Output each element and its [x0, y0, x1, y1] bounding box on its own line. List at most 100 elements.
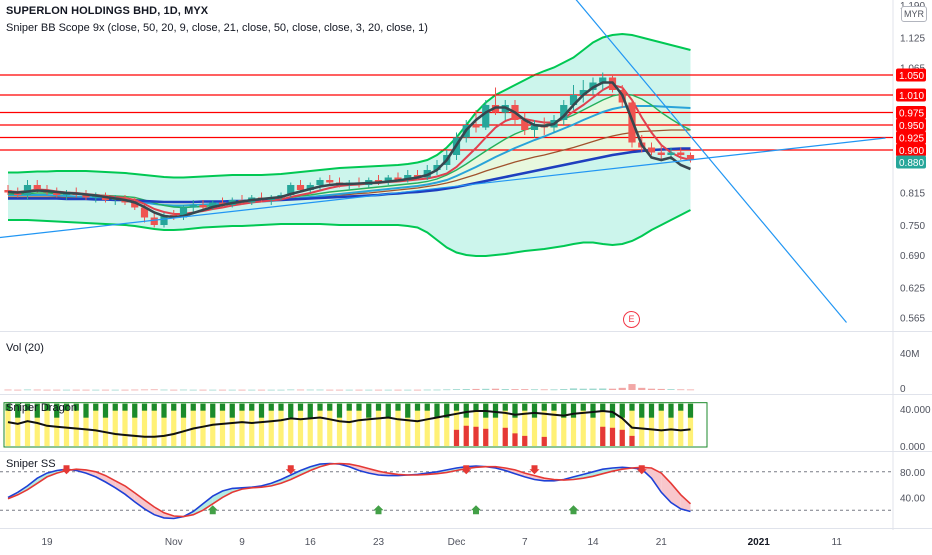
volume-bar — [121, 389, 129, 391]
dragon-yellow-bar — [600, 403, 606, 446]
dragon-green-bar — [609, 403, 616, 418]
dragon-green-bar — [93, 403, 99, 411]
candle-body — [306, 185, 314, 190]
dragon-green-bar — [210, 403, 216, 418]
ss-fill-segment — [212, 491, 223, 504]
dragon-yellow-bar — [200, 403, 206, 446]
candle-body — [384, 177, 392, 183]
dragon-green-bar — [171, 403, 177, 411]
dragon-green-bar — [219, 403, 226, 411]
volume-bar — [569, 388, 578, 390]
volume-bar — [306, 389, 314, 391]
dragon-yellow-bar — [444, 403, 450, 446]
volume-bar — [179, 389, 188, 391]
volume-axis-label: 40M — [900, 349, 919, 360]
price-axis-label: 0.750 — [900, 221, 925, 232]
dragon-yellow-bar — [112, 403, 118, 446]
dragon-green-bar — [317, 403, 323, 411]
sell-arrow-icon — [529, 465, 540, 475]
ss-fill-segment — [524, 473, 535, 480]
volume-bar — [150, 389, 158, 391]
dragon-green-bar — [561, 403, 567, 418]
dragon-yellow-bar — [327, 403, 333, 446]
dragon-yellow-bar — [24, 403, 31, 446]
dragon-yellow-bar — [268, 403, 274, 446]
ss-fill-segment — [680, 494, 691, 512]
dragon-yellow-bar — [34, 403, 40, 446]
volume-bar — [482, 388, 490, 390]
ss-fill-segment — [281, 475, 291, 484]
time-axis-label: 14 — [587, 537, 599, 548]
volume-bar — [111, 389, 119, 391]
volume-bar — [638, 387, 646, 390]
volume-bar — [452, 389, 461, 390]
dragon-green-bar — [122, 403, 128, 411]
dragon-yellow-bar — [463, 403, 469, 446]
candle-body — [23, 185, 32, 195]
dragon-yellow-bar — [531, 403, 538, 446]
level-price-badge — [896, 131, 926, 144]
volume-bar — [101, 389, 110, 391]
level-price-label: 0.975 — [899, 109, 924, 120]
candle-body — [667, 152, 675, 155]
dragon-yellow-bar — [5, 403, 11, 446]
volume-bar — [287, 389, 295, 391]
dragon-yellow-bar — [512, 403, 518, 446]
dragon-yellow-bar — [395, 403, 401, 446]
dragon-green-bar — [629, 403, 635, 411]
dragon-line — [7, 409, 691, 438]
volume-bar — [599, 388, 607, 390]
dragon-yellow-bar — [356, 403, 362, 446]
volume-bar — [501, 389, 509, 390]
dragon-green-bar — [463, 403, 469, 418]
volume-bar — [82, 389, 90, 391]
candle-body — [82, 195, 90, 198]
dragon-green-bar — [444, 403, 450, 418]
dragon-yellow-bar — [609, 403, 616, 446]
dragon-green-bar — [15, 403, 21, 418]
dragon-green-bar — [502, 403, 508, 411]
dragon-yellow-bar — [258, 403, 265, 446]
time-axis-label: 7 — [522, 537, 528, 548]
volume-bar — [462, 389, 470, 390]
dragon-green-bar — [63, 403, 70, 411]
dragon-yellow-bar — [190, 403, 196, 446]
volume-bar — [530, 389, 539, 391]
dragon-yellow-bar — [297, 403, 304, 446]
time-axis-label: 2021 — [748, 537, 771, 548]
ss-fill-segment — [37, 473, 47, 484]
trend-line — [0, 137, 886, 239]
dragon-yellow-bar — [434, 403, 440, 446]
time-axis-label: 21 — [656, 537, 668, 548]
dragon-green-bar — [5, 403, 11, 411]
volume-bar — [228, 389, 236, 391]
candle-body — [179, 207, 188, 218]
trend-line — [575, 0, 847, 323]
earnings-icon[interactable]: E — [623, 311, 640, 328]
candle-body — [287, 185, 295, 195]
dragon-green-bar — [190, 403, 196, 411]
dragon-green-bar — [570, 403, 577, 418]
volume-bar — [608, 388, 617, 390]
candle-body — [677, 152, 685, 155]
dragon-green-bar — [405, 403, 411, 418]
dragon-green-bar — [336, 403, 343, 418]
volume-bar — [316, 389, 324, 391]
currency-badge[interactable]: MYR — [901, 6, 927, 22]
dragon-green-bar — [453, 403, 460, 411]
candle-body — [569, 95, 578, 105]
dragon-green-bar — [249, 403, 255, 411]
volume-bar — [365, 389, 373, 391]
price-axis-label: 0.565 — [900, 314, 925, 325]
dragon-green-bar — [590, 403, 596, 418]
dragon-green-bar — [239, 403, 245, 411]
dragon-red-bar — [473, 426, 479, 446]
dragon-yellow-bar — [629, 403, 635, 446]
dragon-yellow-bar — [522, 403, 528, 446]
dragon-yellow-bar — [375, 403, 382, 446]
volume-bar — [433, 389, 441, 391]
candle-body — [404, 175, 412, 180]
volume-bar — [335, 389, 344, 391]
price-axis-label: 0.625 — [900, 284, 925, 295]
